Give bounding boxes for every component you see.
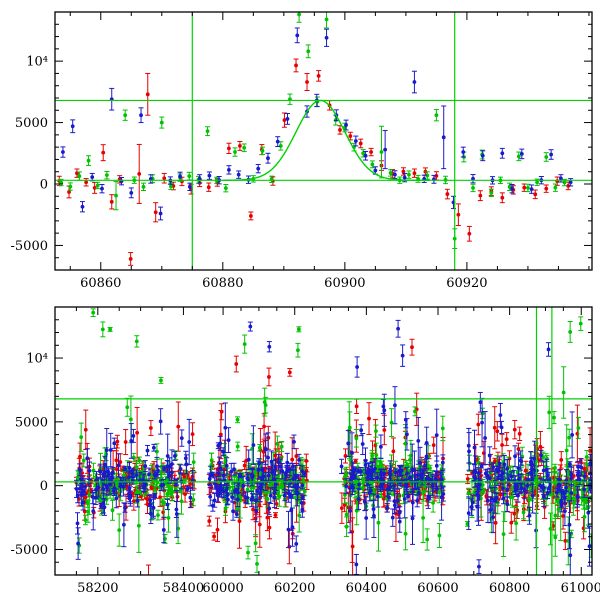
y-tick-label: -5000	[11, 543, 48, 558]
red-season-2	[206, 355, 310, 565]
blue-season-4	[466, 342, 592, 575]
y-tick-label: 5000	[15, 415, 48, 430]
blue-season-3	[339, 319, 446, 575]
top-plot-area	[55, 12, 592, 270]
blue-series	[60, 27, 574, 221]
y-tick-label: 0	[40, 479, 48, 494]
x-tick-label: 61000	[561, 581, 600, 596]
model-curve	[222, 99, 431, 182]
x-tick-label: 60000	[202, 581, 243, 596]
blue-season-1	[74, 408, 196, 560]
y-tick-label: -5000	[11, 239, 48, 254]
y-tick-label: 5000	[15, 116, 48, 131]
red-series	[56, 58, 571, 266]
x-tick-label: 60600	[417, 581, 458, 596]
x-tick-label: 58200	[77, 581, 118, 596]
x-tick-label: 60400	[346, 581, 387, 596]
blue-season-2	[207, 321, 308, 553]
x-tick-label: 58400	[163, 581, 204, 596]
x-tick-label: 60900	[324, 276, 365, 291]
x-tick-label: 60880	[202, 276, 243, 291]
y-tick-label: 0	[40, 178, 48, 193]
y-tick-label: 10⁴	[26, 352, 48, 367]
top-axes: 60860 60880 60900 60920 -5000 0 5000 10⁴	[11, 11, 593, 291]
x-tick-label: 60800	[489, 581, 530, 596]
x-tick-label: 60860	[80, 276, 121, 291]
y-tick-label: 10⁴	[26, 55, 48, 70]
green-series	[58, 12, 568, 249]
bottom-plot-area	[55, 307, 592, 575]
x-tick-label: 60200	[274, 581, 315, 596]
x-tick-label: 60920	[446, 276, 487, 291]
